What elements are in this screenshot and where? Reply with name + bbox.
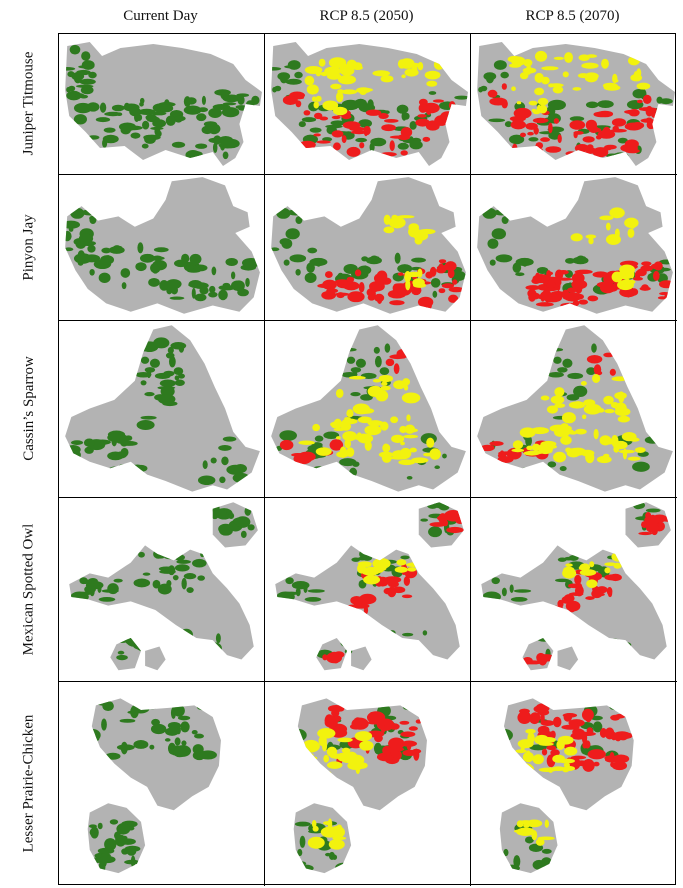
map-mexican-spotted-owl-2070 xyxy=(471,498,677,682)
column-header-rcp-2050: RCP 8.5 (2050) xyxy=(319,8,414,24)
map-cassins-sparrow-2050 xyxy=(265,321,471,498)
range-map-svg xyxy=(65,325,260,492)
range-map-svg xyxy=(481,502,671,671)
range-change-patches xyxy=(479,343,661,473)
map-mexican-spotted-owl-current xyxy=(59,498,265,682)
range-map-svg xyxy=(271,177,466,314)
range-map-svg xyxy=(477,42,675,166)
map-mexican-spotted-owl-2050 xyxy=(265,498,471,682)
range-change-patches xyxy=(276,502,464,664)
range-change-patches xyxy=(478,50,673,161)
range-map-svg xyxy=(293,698,427,874)
map-juniper-titmouse-2050 xyxy=(265,34,471,175)
row-label-cassins-sparrow: Cassin’s Sparrow xyxy=(20,356,37,461)
map-cassins-sparrow-2070 xyxy=(471,321,677,498)
map-juniper-titmouse-current xyxy=(59,34,265,175)
map-pinyon-jay-current xyxy=(59,175,265,321)
range-map-svg xyxy=(69,502,258,671)
row-label-mexican-spotted-owl: Mexican Spotted Owl xyxy=(20,523,37,655)
range-map-svg xyxy=(271,325,466,492)
range-map-svg xyxy=(65,42,262,166)
range-map-svg xyxy=(275,502,464,671)
range-map-svg xyxy=(477,177,673,314)
map-juniper-titmouse-2070 xyxy=(471,34,677,175)
range-map-svg xyxy=(65,177,260,314)
row-label-pinyon-jay: Pinyon Jay xyxy=(20,213,37,281)
column-header-rcp-2070: RCP 8.5 (2070) xyxy=(525,8,620,24)
column-header-current-day: Current Day xyxy=(123,8,198,24)
current-range-area xyxy=(65,177,260,314)
range-map-svg xyxy=(499,698,634,874)
current-range-area xyxy=(65,325,260,492)
map-lesser-prairie-chicken-current xyxy=(59,682,265,886)
map-pinyon-jay-2070 xyxy=(471,175,677,321)
current-range-area xyxy=(499,698,634,874)
map-lesser-prairie-chicken-2050 xyxy=(265,682,471,886)
map-pinyon-jay-2050 xyxy=(265,175,471,321)
row-label-juniper-titmouse: Juniper Titmouse xyxy=(20,51,37,156)
range-map-svg xyxy=(271,42,468,166)
range-map-svg xyxy=(477,325,673,492)
range-map-svg xyxy=(87,698,221,874)
species-range-map-grid xyxy=(58,33,677,886)
range-change-patches xyxy=(273,343,447,480)
map-cassins-sparrow-current xyxy=(59,321,265,498)
row-label-lesser-prairie-chicken: Lesser Prairie-Chicken xyxy=(20,714,37,852)
range-change-patches xyxy=(65,44,260,161)
map-lesser-prairie-chicken-2070 xyxy=(471,682,677,886)
